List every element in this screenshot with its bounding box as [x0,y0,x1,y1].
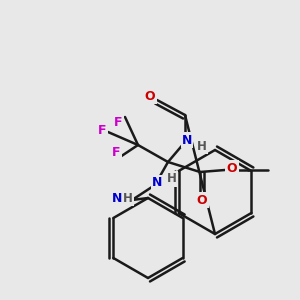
Text: H: H [197,140,207,152]
Text: N: N [182,134,192,146]
Text: H: H [167,172,177,185]
Text: O: O [145,89,155,103]
Text: N: N [152,176,162,190]
Text: O: O [197,194,207,206]
Text: N: N [112,191,122,205]
Text: F: F [98,124,106,137]
Text: F: F [112,146,120,158]
Text: H: H [123,191,133,205]
Text: O: O [227,161,237,175]
Text: F: F [114,116,122,128]
